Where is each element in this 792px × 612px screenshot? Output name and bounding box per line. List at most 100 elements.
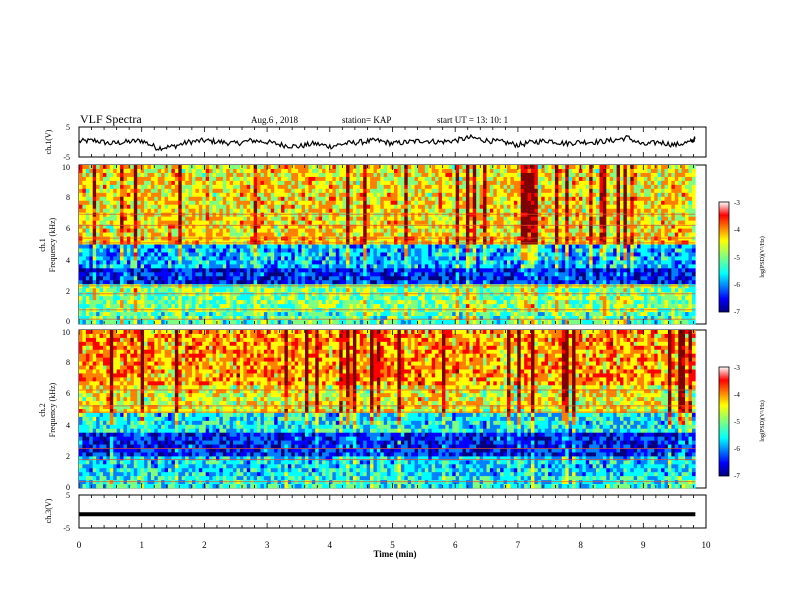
spectrogram-cell xyxy=(133,184,138,190)
spectrogram-cell xyxy=(428,196,432,202)
spectrogram-cell xyxy=(188,260,193,265)
spectrogram-cell xyxy=(469,260,474,265)
spectrogram-cell xyxy=(195,236,200,241)
spectrogram-cell xyxy=(620,184,624,190)
spectrogram-cell xyxy=(92,176,97,182)
spectrogram-cell xyxy=(613,180,617,186)
spectrogram-cell xyxy=(260,232,265,237)
spectrogram-cell xyxy=(394,180,398,186)
spectrogram-cell xyxy=(465,196,470,202)
spectrogram-cell xyxy=(685,244,689,249)
spectrogram-cell xyxy=(500,184,504,190)
spectrogram-cell xyxy=(469,268,474,273)
spectrogram-cell xyxy=(599,192,604,198)
spectrogram-cell xyxy=(140,264,145,269)
spectrogram-cell xyxy=(82,208,87,213)
spectrogram-cell xyxy=(154,200,159,206)
spectrogram-cell xyxy=(554,196,559,202)
spectrogram-cell xyxy=(82,248,87,253)
spectrogram-cell xyxy=(493,188,498,194)
spectrogram-cell xyxy=(308,260,313,265)
spectrogram-cell xyxy=(592,208,597,213)
spectrogram-cell xyxy=(417,264,422,269)
spectrogram-cell xyxy=(691,244,696,249)
spectrogram-cell xyxy=(260,256,265,261)
spectrogram-cell xyxy=(664,220,669,225)
spectrogram-cell xyxy=(339,224,343,229)
spectrogram-cell xyxy=(431,264,436,269)
spectrogram-cell xyxy=(342,220,347,225)
spectrogram-cell xyxy=(301,232,306,237)
spectrogram-cell xyxy=(513,216,518,221)
spectrogram-cell xyxy=(318,260,323,265)
spectrogram-cell xyxy=(527,232,532,237)
spectrogram-cell xyxy=(150,168,155,174)
spectrogram-cell xyxy=(688,180,693,186)
spectrogram-cell xyxy=(541,244,545,249)
spectrogram-cell xyxy=(558,208,563,213)
spectrogram-cell xyxy=(609,176,614,182)
spectrogram-cell xyxy=(448,260,453,265)
spectrogram-cell xyxy=(209,176,213,182)
spectrogram-cell xyxy=(596,236,600,241)
spectrogram-cell xyxy=(126,188,131,194)
spectrogram-cell xyxy=(325,220,330,225)
spectrogram-cell xyxy=(267,220,272,225)
spectrogram-cell xyxy=(407,180,412,186)
spectrogram-cell xyxy=(613,204,617,210)
spectrogram-cell xyxy=(397,192,402,198)
spectrogram-cell xyxy=(572,252,576,257)
spectrogram-cell xyxy=(544,188,549,194)
spectrogram-cell xyxy=(414,236,419,241)
spectrogram-cell xyxy=(205,264,210,269)
spectrogram-cell xyxy=(126,204,131,210)
spectrogram-cell xyxy=(517,248,522,253)
spectrogram-cell xyxy=(578,220,583,225)
spectrogram-cell xyxy=(82,224,87,229)
spectrogram-cell xyxy=(685,216,689,221)
spectrogram-cell xyxy=(438,224,443,229)
spectrogram-cell xyxy=(356,184,361,190)
spectrogram-cell xyxy=(661,180,665,186)
spectrogram-cell xyxy=(243,176,248,182)
spectrogram-cell xyxy=(565,168,569,174)
spectrogram-cell xyxy=(352,196,357,202)
spectrogram-cell xyxy=(373,216,378,221)
spectrogram-cell xyxy=(544,212,549,217)
spectrogram-cell xyxy=(602,232,607,237)
spectrogram-cell xyxy=(106,180,111,186)
spectrogram-cell xyxy=(311,224,316,229)
spectrogram-cell xyxy=(102,272,107,277)
spectrogram-cell xyxy=(281,168,285,174)
spectrogram-cell xyxy=(325,268,330,273)
spectrogram-cell xyxy=(551,216,556,221)
spectrogram-cell xyxy=(441,208,446,213)
spectrogram-cell xyxy=(496,236,501,241)
spectrogram-cell xyxy=(380,232,385,237)
spectrogram-cell xyxy=(219,264,224,269)
spectrogram-cell xyxy=(459,216,463,221)
spectrogram-cell xyxy=(233,184,237,190)
spectrogram-cell xyxy=(263,232,268,237)
spectrogram-cell xyxy=(126,212,131,217)
spectrogram-cell xyxy=(233,204,237,210)
spectrogram-cell xyxy=(647,228,652,233)
spectrogram-cell xyxy=(452,264,456,269)
spectrogram-cell xyxy=(349,188,354,194)
spectrogram-cell xyxy=(215,236,220,241)
spectrogram-cell xyxy=(431,196,436,202)
spectrogram-cell xyxy=(520,260,525,265)
spectrogram-cell xyxy=(205,260,210,265)
spectrogram-cell xyxy=(424,188,429,194)
spectrogram-cell xyxy=(188,208,193,213)
spectrogram-cell xyxy=(164,268,169,273)
spectrogram-cell xyxy=(157,212,162,217)
spectrogram-cell xyxy=(346,172,350,178)
spectrogram-cell xyxy=(363,252,367,257)
spectrogram-cell xyxy=(630,168,634,174)
spectrogram-cell xyxy=(226,256,230,261)
spectrogram-cell xyxy=(394,272,398,277)
spectrogram-cell xyxy=(335,248,340,253)
spectrogram-cell xyxy=(476,176,480,182)
spectrogram-cell xyxy=(620,200,624,206)
